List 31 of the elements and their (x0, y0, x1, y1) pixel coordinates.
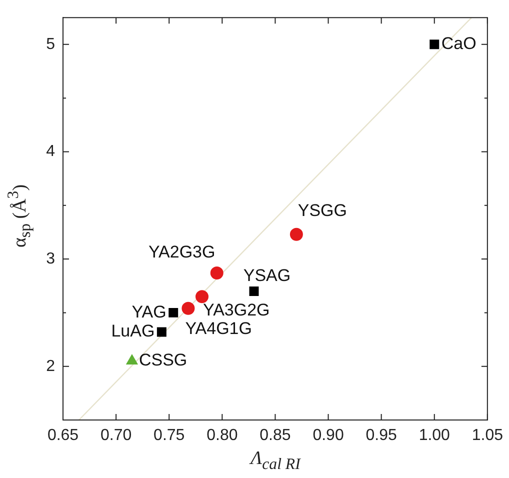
annotation: CaO (441, 34, 476, 54)
x-tick-label: 0.80 (206, 427, 238, 444)
x-tick-label: 0.75 (154, 427, 185, 444)
point (430, 40, 440, 50)
x-tick-label: 1.00 (418, 427, 450, 444)
x-tick-label: 0.65 (47, 427, 79, 444)
point (249, 286, 259, 296)
x-tick-label: 0.90 (312, 427, 344, 444)
point (196, 290, 208, 304)
point (168, 308, 178, 318)
point (182, 302, 195, 315)
annotation: YSGG (298, 201, 347, 220)
point (156, 327, 166, 337)
y-tick-label: 4 (46, 143, 56, 160)
x-axis-title: Λ$_{cal RI}$ (248, 448, 302, 474)
x-tick-label: 0.95 (366, 427, 397, 444)
annotation: LuAG (111, 322, 155, 341)
x-tick-label: 0.70 (100, 427, 132, 444)
x-tick-label: 1.05 (472, 427, 504, 444)
y-tick-label: 5 (46, 36, 56, 53)
annotation: YA4G1G (185, 319, 252, 338)
point (210, 266, 224, 280)
y-tick-label: 2 (46, 358, 56, 375)
annotation: YA2G3G (148, 242, 216, 262)
point (290, 228, 303, 241)
annotation: YA3G2G (203, 300, 270, 320)
y-tick-label: 3 (46, 250, 56, 268)
annotation: YAG (132, 302, 166, 322)
annotation: CSSG (138, 350, 188, 370)
annotation: YSAG (243, 266, 291, 285)
x-tick-label: 0.85 (260, 427, 291, 444)
